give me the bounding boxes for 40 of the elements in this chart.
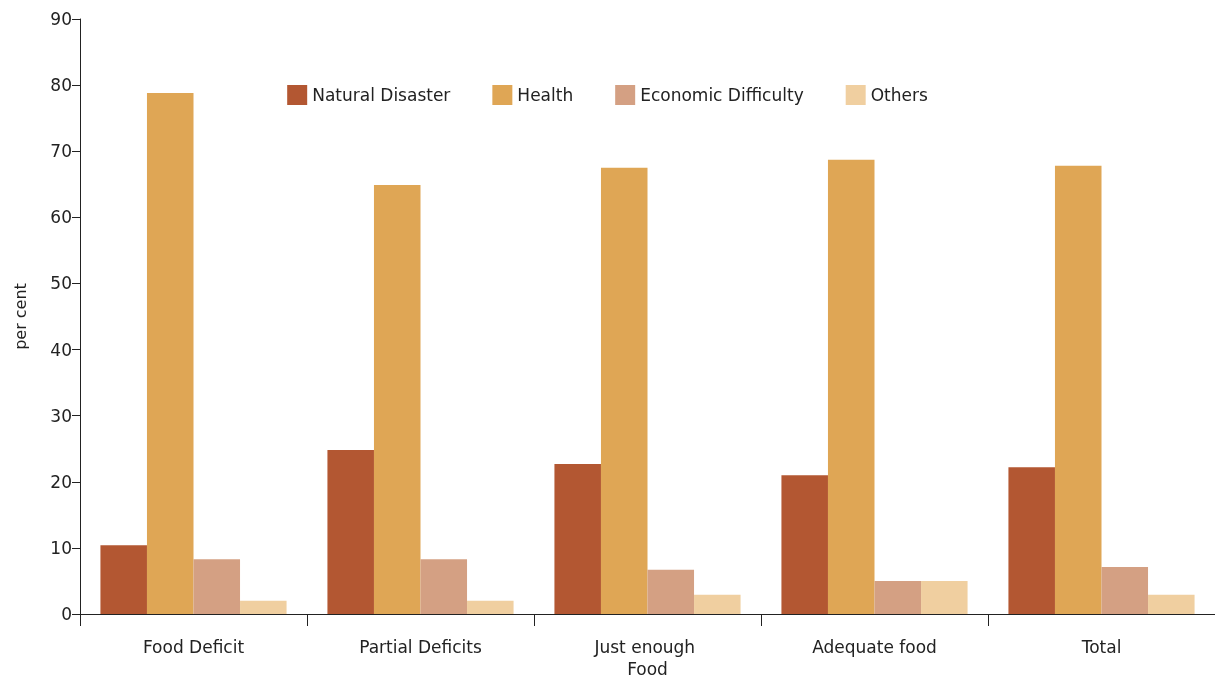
legend-label: Health [517, 85, 574, 105]
bar [647, 569, 695, 614]
bar [554, 463, 601, 614]
bar [1101, 567, 1149, 614]
bar [694, 594, 741, 614]
y-tick-label: 50 [50, 273, 72, 294]
bar [373, 184, 421, 614]
bar [781, 475, 828, 614]
y-tick-label: 90 [50, 9, 72, 29]
bar [600, 167, 648, 614]
bar [921, 580, 968, 614]
legend-label: Natural Disaster [312, 85, 451, 105]
y-tick-label: 20 [50, 471, 72, 492]
y-tick-label: 30 [50, 405, 72, 426]
y-tick-label: 0 [61, 604, 72, 624]
bar [1054, 165, 1102, 614]
bar [193, 559, 241, 614]
x-tick-label: Adequate food [812, 637, 937, 657]
y-tick-label: 80 [50, 75, 72, 96]
legend-label: Others [870, 85, 928, 105]
bar [1148, 594, 1195, 614]
y-tick-label: 10 [50, 537, 72, 558]
y-tick-label: 40 [50, 339, 72, 360]
bar [467, 600, 514, 614]
x-tick-label: Total [1080, 637, 1122, 657]
y-axis-title: per cent [10, 283, 30, 350]
legend-label: Economic Difficulty [640, 85, 804, 105]
x-tick-label: Just enough Food [593, 637, 701, 679]
bar [827, 159, 875, 614]
bar [874, 580, 922, 614]
bar [146, 93, 194, 614]
bar [1008, 467, 1055, 614]
bar [100, 545, 147, 614]
y-tick-label: 70 [50, 141, 72, 162]
y-tick-label: 60 [50, 207, 72, 228]
bar [240, 600, 287, 614]
x-tick-label: Food Deficit [142, 637, 245, 657]
bar [327, 450, 374, 614]
x-tick-label: Partial Deficits [359, 637, 482, 657]
bar [420, 559, 468, 614]
